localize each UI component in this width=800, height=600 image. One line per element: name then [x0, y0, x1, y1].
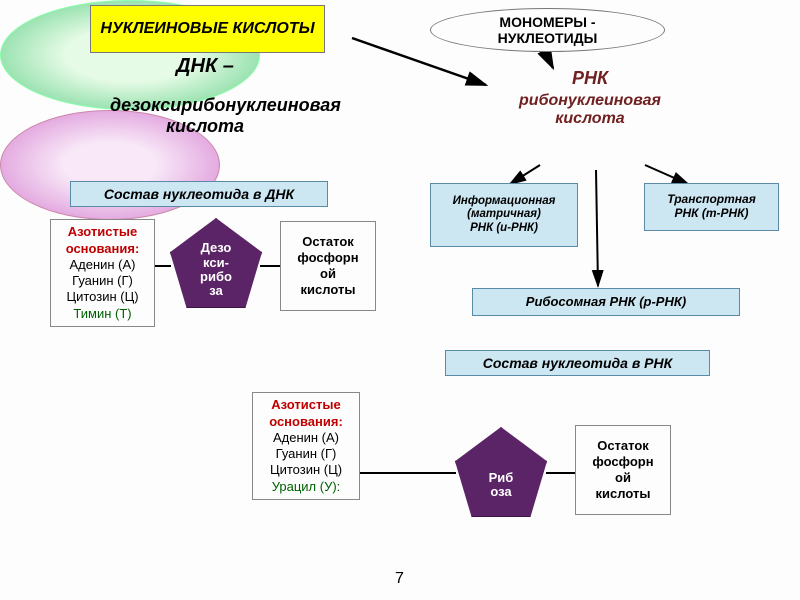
p2-l2: фосфорн: [592, 454, 653, 470]
base-u: Урацил (У):: [272, 479, 341, 495]
base-t: Тимин (Т): [73, 306, 131, 322]
info-l2: (матричная): [467, 208, 541, 221]
info-l3: РНК (и-РНК): [470, 222, 538, 235]
base-g-1: Гуанин (Г): [72, 273, 133, 289]
info-rnk-box: Информационная (матричная) РНК (и-РНК): [430, 183, 578, 247]
dnk-body: дезоксирибонуклеиновая кислота: [110, 95, 300, 137]
info-l1: Информационная: [453, 195, 556, 208]
connector-2b: [546, 472, 576, 474]
trans-rnk-box: Транспортная РНК (т-РНК): [644, 183, 779, 231]
bases-title-1: Азотистые основания:: [51, 224, 154, 257]
title-monomers: МОНОМЕРЫ - НУКЛЕОТИДЫ: [430, 8, 665, 52]
base-c-2: Цитозин (Ц): [270, 462, 342, 478]
composition-rnk-title: Состав нуклеотида в РНК: [445, 350, 710, 376]
s1-l4: за: [209, 283, 223, 298]
trans-l2: РНК (т-РНК): [674, 207, 748, 221]
sugar-ribose: Риб оза: [455, 427, 547, 517]
connector-1b: [260, 265, 280, 267]
ribo-rnk-box: Рибосомная РНК (р-РНК): [472, 288, 740, 316]
s1-l3: рибо: [200, 269, 232, 284]
s2-l1: Риб: [489, 470, 514, 485]
rnk-body: рибонуклеиновая кислота: [500, 92, 680, 128]
s1-l1: Дезо: [201, 240, 232, 255]
p1-l4: кислоты: [301, 282, 356, 298]
p1-l2: фосфорн: [297, 250, 358, 266]
p2-l3: ой: [615, 470, 631, 486]
base-g-2: Гуанин (Г): [276, 446, 337, 462]
s2-l2: оза: [490, 484, 511, 499]
phosphate-box-2: Остаток фосфорн ой кислоты: [575, 425, 671, 515]
base-a-1: Аденин (А): [69, 257, 135, 273]
connector-2a: [360, 472, 456, 474]
trans-l1: Транспортная: [667, 193, 756, 207]
bases-rnk-box: Азотистые основания: Аденин (А) Гуанин (…: [252, 392, 360, 500]
mono-l2: НУКЛЕОТИДЫ: [498, 30, 598, 46]
page-number: 7: [395, 570, 404, 588]
base-a-2: Аденин (А): [273, 430, 339, 446]
composition-dnk-title: Состав нуклеотида в ДНК: [70, 181, 328, 207]
dnk-head: ДНК –: [110, 55, 300, 78]
p2-l1: Остаток: [597, 438, 649, 454]
title-nucleic-acids: НУКЛЕИНОВЫЕ КИСЛОТЫ: [90, 5, 325, 53]
s1-l2: кси-: [203, 255, 229, 270]
p1-l3: ой: [320, 266, 336, 282]
rnk-head: РНК: [510, 68, 670, 89]
comp-rnk-text: Состав нуклеотида в РНК: [483, 355, 672, 371]
ribo-text: Рибосомная РНК (р-РНК): [526, 295, 686, 310]
phosphate-box-1: Остаток фосфорн ой кислоты: [280, 221, 376, 311]
bases-dnk-box: Азотистые основания: Аденин (А) Гуанин (…: [50, 219, 155, 327]
base-c-1: Цитозин (Ц): [66, 289, 138, 305]
p1-l1: Остаток: [302, 234, 354, 250]
sugar-deoxyribose: Дезо кси- рибо за: [170, 218, 262, 308]
title-main-text: НУКЛЕИНОВЫЕ КИСЛОТЫ: [100, 20, 314, 38]
mono-l1: МОНОМЕРЫ -: [499, 14, 595, 30]
comp-dnk-text: Состав нуклеотида в ДНК: [104, 186, 294, 202]
connector-1a: [155, 265, 171, 267]
p2-l4: кислоты: [596, 486, 651, 502]
bases-title-2: Азотистые основания:: [253, 397, 359, 430]
